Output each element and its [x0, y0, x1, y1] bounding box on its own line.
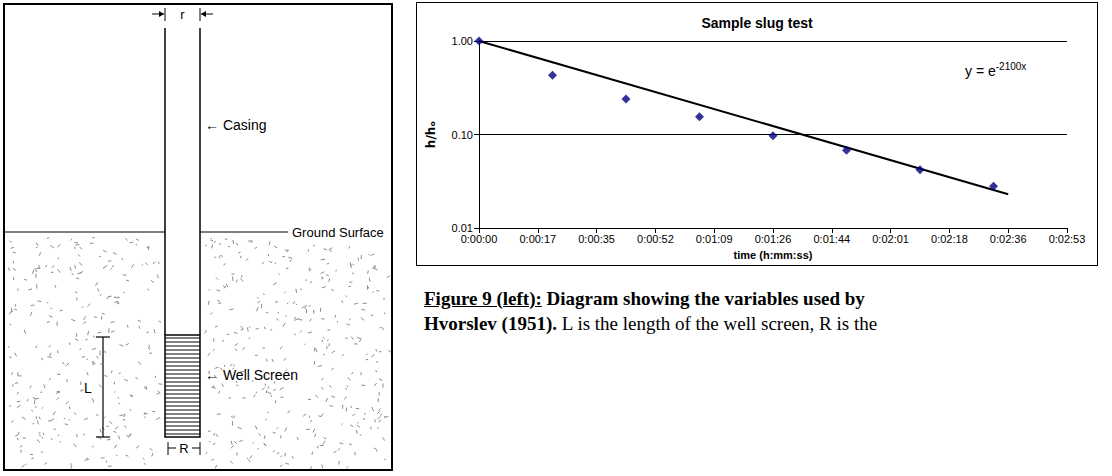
svg-text:1.00: 1.00	[452, 35, 473, 47]
svg-text:0:02:53: 0:02:53	[1049, 233, 1086, 245]
svg-text:0:00:17: 0:00:17	[519, 233, 556, 245]
svg-text:0:01:09: 0:01:09	[696, 233, 733, 245]
svg-text:0.01: 0.01	[451, 222, 473, 234]
svg-text:R: R	[179, 441, 188, 456]
svg-text:0:00:52: 0:00:52	[637, 233, 674, 245]
svg-text:h/hₒ: h/hₒ	[424, 121, 438, 148]
svg-text:y = e: y = e	[965, 63, 996, 79]
svg-text:← Casing: ← Casing	[205, 117, 266, 133]
svg-text:Sample slug test: Sample slug test	[701, 15, 813, 31]
svg-text:0:00:00: 0:00:00	[461, 233, 498, 245]
svg-text:0:02:36: 0:02:36	[990, 233, 1027, 245]
svg-text:L: L	[84, 380, 92, 396]
svg-text:0:00:35: 0:00:35	[578, 233, 615, 245]
svg-text:0.10: 0.10	[452, 129, 473, 141]
svg-text:time (h:mm:ss): time (h:mm:ss)	[734, 249, 813, 261]
svg-text:Ground Surface: Ground Surface	[292, 225, 384, 240]
svg-text:← Well Screen: ← Well Screen	[205, 367, 298, 383]
svg-text:0:02:18: 0:02:18	[931, 233, 968, 245]
svg-text:0:01:26: 0:01:26	[755, 233, 792, 245]
html-text:Hvorslev (1951). L is the leng: Hvorslev (1951). L is the length of the …	[424, 313, 878, 334]
html-text:Figure 9 (left): Diagram showi: Figure 9 (left): Diagram showing the var…	[424, 288, 865, 309]
svg-text:r: r	[180, 7, 185, 22]
svg-text:0:02:01: 0:02:01	[872, 233, 909, 245]
svg-text:-2100x: -2100x	[996, 61, 1027, 72]
svg-text:0:01:44: 0:01:44	[813, 233, 850, 245]
